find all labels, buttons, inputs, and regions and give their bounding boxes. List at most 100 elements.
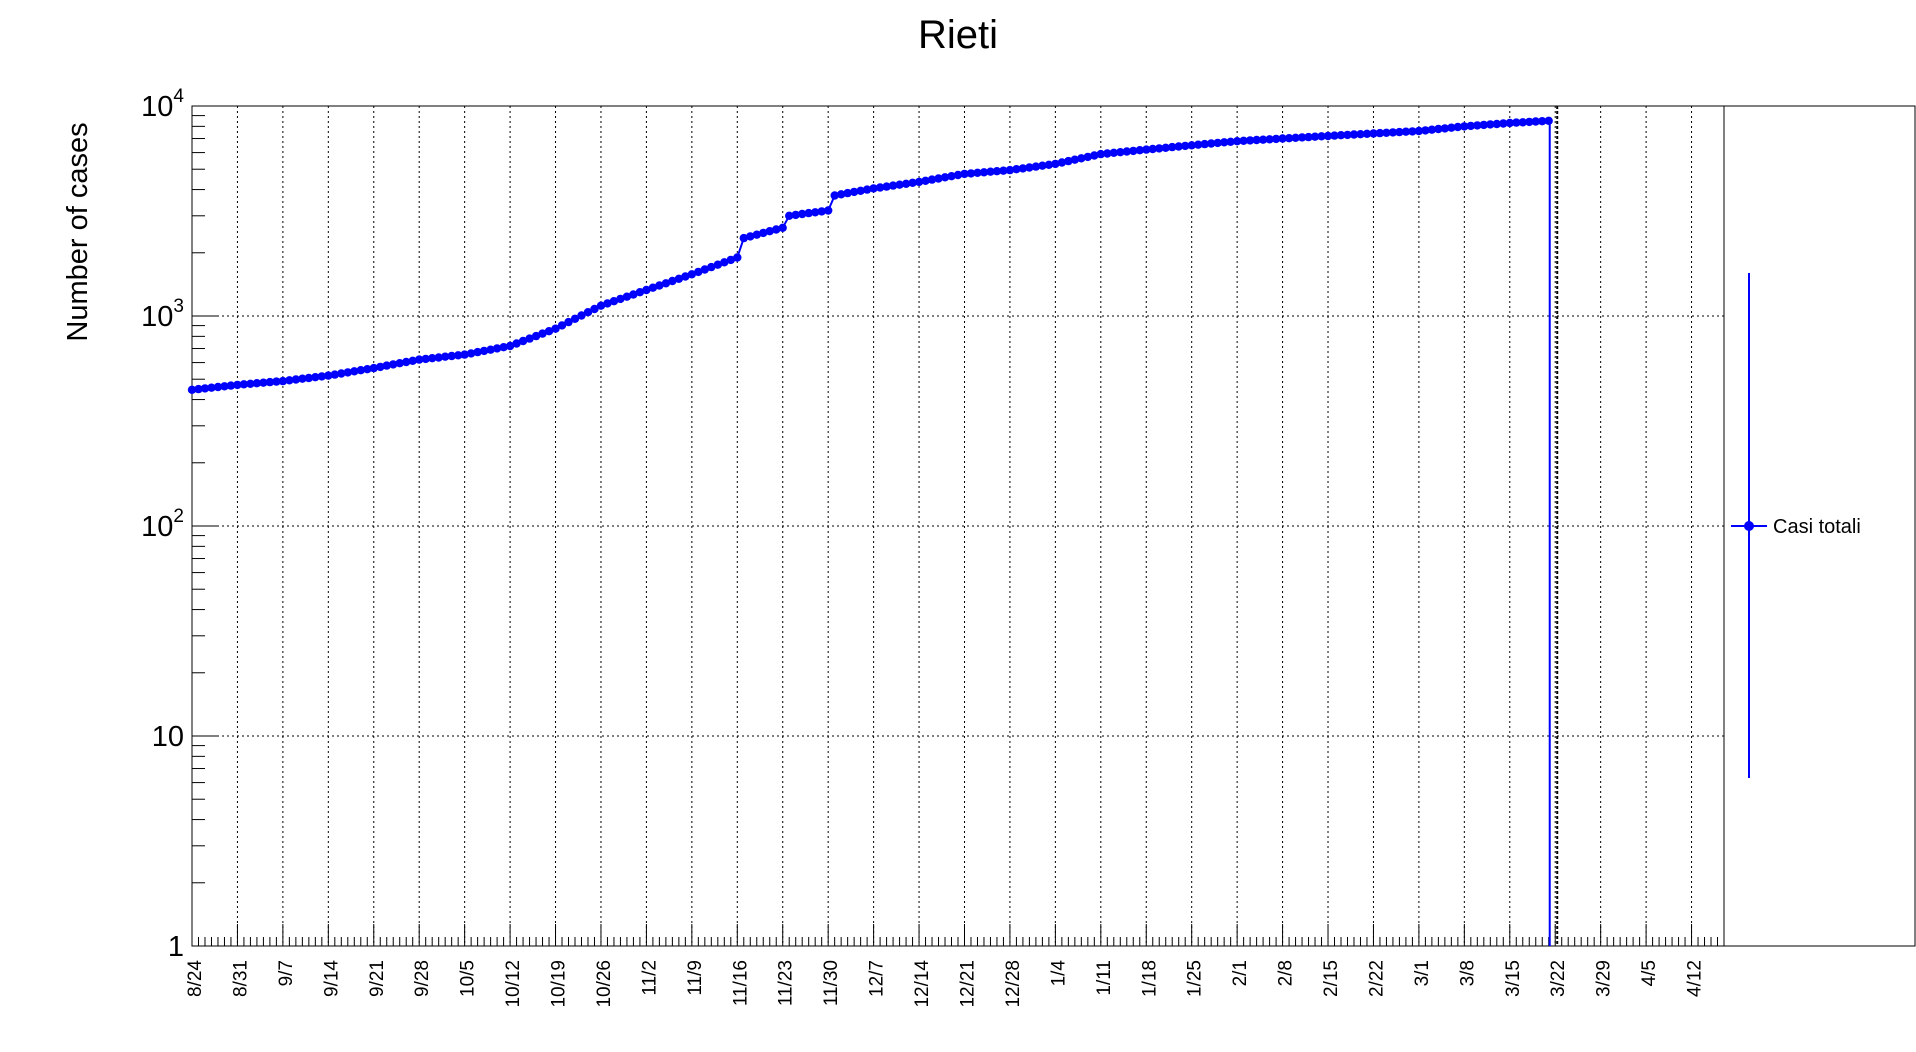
data-point bbox=[1304, 132, 1313, 142]
data-point bbox=[454, 351, 463, 360]
data-point bbox=[207, 383, 216, 392]
data-point bbox=[1408, 127, 1417, 136]
data-point bbox=[259, 378, 268, 387]
data-point bbox=[408, 356, 417, 365]
data-point bbox=[1129, 146, 1138, 156]
data-point bbox=[804, 208, 813, 218]
data-point bbox=[1466, 121, 1476, 131]
data-point bbox=[447, 351, 456, 361]
data-point bbox=[1232, 137, 1242, 146]
x-tick-label: 11/16 bbox=[730, 960, 751, 1006]
data-point bbox=[1512, 118, 1521, 127]
data-point bbox=[1161, 143, 1170, 152]
data-point bbox=[759, 228, 768, 238]
x-tick-label: 9/28 bbox=[412, 960, 433, 997]
data-point bbox=[1207, 139, 1216, 148]
data-point bbox=[596, 301, 606, 310]
data-point bbox=[1083, 152, 1093, 162]
data-point bbox=[765, 227, 774, 236]
data-point bbox=[1174, 142, 1183, 151]
data-point bbox=[1434, 124, 1443, 134]
data-point bbox=[1499, 119, 1508, 128]
data-point bbox=[363, 365, 372, 374]
data-point bbox=[421, 354, 430, 364]
data-point bbox=[200, 384, 210, 393]
axis-ticks bbox=[191, 105, 1719, 947]
data-point bbox=[1122, 147, 1132, 156]
x-tick-labels: 8/24 8/31 9/7 9/14 9/21 9/28 10/5 10/12 10/19 10/… bbox=[185, 960, 1706, 1008]
y-tick-label: 10 bbox=[152, 721, 184, 753]
data-point bbox=[603, 299, 612, 308]
data-point bbox=[1473, 121, 1482, 130]
data-point bbox=[1297, 133, 1307, 142]
data-point bbox=[525, 334, 534, 343]
legend-label: Casi totali bbox=[1773, 516, 1861, 538]
data-point bbox=[590, 304, 599, 314]
data-point bbox=[914, 177, 924, 187]
data-point bbox=[726, 255, 735, 265]
data-point bbox=[1479, 120, 1489, 130]
data-point bbox=[947, 172, 956, 181]
data-point bbox=[1239, 136, 1248, 145]
data-point bbox=[1440, 124, 1450, 133]
data-point bbox=[324, 371, 333, 380]
series-casi-totali bbox=[187, 116, 1553, 946]
data-point bbox=[966, 169, 976, 178]
data-point bbox=[350, 367, 359, 376]
data-point bbox=[772, 225, 781, 234]
x-tick-label: 11/30 bbox=[821, 960, 842, 1006]
data-point bbox=[1044, 160, 1054, 169]
data-point bbox=[1525, 117, 1534, 127]
data-point bbox=[499, 343, 508, 352]
x-tick-label: 8/31 bbox=[230, 960, 251, 997]
data-point bbox=[486, 345, 495, 354]
data-point bbox=[278, 376, 288, 386]
data-point bbox=[739, 233, 748, 243]
data-point bbox=[713, 260, 722, 269]
data-point bbox=[428, 354, 437, 363]
data-point bbox=[746, 232, 755, 241]
data-point bbox=[811, 208, 820, 217]
data-point bbox=[927, 175, 937, 184]
data-point bbox=[681, 272, 690, 281]
data-point bbox=[473, 347, 482, 357]
data-point bbox=[187, 385, 197, 394]
data-point bbox=[1427, 125, 1437, 134]
data-point bbox=[661, 279, 671, 288]
data-point bbox=[1142, 145, 1151, 154]
series-line bbox=[191, 119, 1549, 391]
data-point bbox=[1349, 130, 1359, 139]
data-point bbox=[1012, 165, 1021, 174]
data-point bbox=[1064, 156, 1073, 166]
data-point bbox=[317, 372, 326, 381]
data-point bbox=[564, 317, 573, 327]
data-point bbox=[415, 355, 424, 364]
data-point bbox=[622, 292, 632, 301]
data-point bbox=[1187, 141, 1196, 150]
x-tick-label: 1/18 bbox=[1139, 960, 1160, 997]
data-point bbox=[1291, 133, 1300, 142]
data-point bbox=[655, 281, 664, 290]
data-point bbox=[246, 379, 255, 388]
y-tick-exponent: 2 bbox=[173, 506, 184, 527]
data-point bbox=[1005, 165, 1015, 175]
data-point bbox=[285, 376, 294, 385]
data-point bbox=[1109, 148, 1119, 157]
data-point bbox=[330, 370, 339, 379]
data-point bbox=[1460, 122, 1469, 131]
data-point bbox=[434, 353, 443, 362]
data-point bbox=[940, 173, 950, 182]
data-point bbox=[707, 262, 716, 272]
data-point bbox=[694, 267, 703, 277]
data-point bbox=[226, 381, 236, 390]
data-point bbox=[1271, 134, 1281, 144]
data-point bbox=[882, 182, 891, 191]
data-point bbox=[1375, 128, 1385, 138]
data-point bbox=[1356, 130, 1365, 139]
data-point bbox=[1544, 116, 1553, 126]
x-tick-label: 2/15 bbox=[1321, 960, 1342, 997]
x-tick-label: 10/26 bbox=[594, 960, 615, 1008]
x-tick-label: 10/19 bbox=[549, 960, 570, 1008]
data-point bbox=[1057, 158, 1067, 167]
data-point bbox=[570, 314, 580, 323]
